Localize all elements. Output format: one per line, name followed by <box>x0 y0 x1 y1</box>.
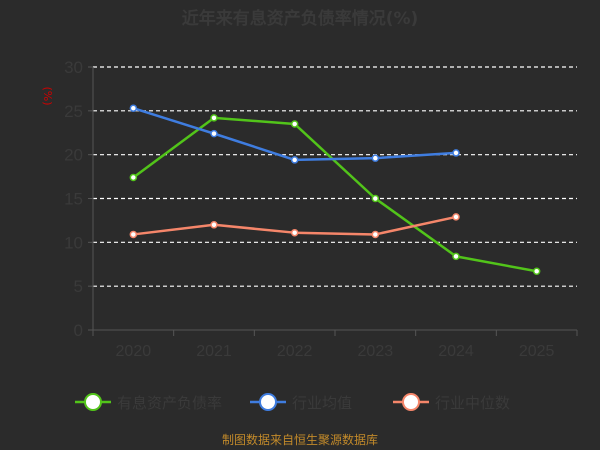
data-point <box>210 114 218 122</box>
y-tick-label: 30 <box>64 58 83 77</box>
series-1 <box>129 104 460 164</box>
y-tick-label: 5 <box>74 277 83 296</box>
x-tick-label: 2022 <box>277 343 313 360</box>
series-0 <box>129 114 541 276</box>
legend-label: 行业均值 <box>292 394 352 412</box>
y-tick-label: 20 <box>64 146 83 165</box>
data-point <box>210 129 218 138</box>
chart-title: 近年来有息资产负债率情况(%) <box>182 8 419 29</box>
data-point <box>452 149 460 157</box>
y-tick-label: 0 <box>74 321 83 340</box>
legend-marker <box>402 393 420 411</box>
data-point <box>129 104 138 112</box>
y-tick-label: 10 <box>64 233 83 252</box>
x-tick-label: 2020 <box>116 343 152 360</box>
legend: 有息资产负债率 行业均值 行业中位数 <box>75 393 510 412</box>
legend-label: 有息资产负债率 <box>117 394 222 412</box>
series-2 <box>129 213 460 239</box>
data-point <box>532 267 541 276</box>
data-point <box>129 173 138 182</box>
legend-item-0: 有息资产负债率 <box>75 393 222 412</box>
grid-lines <box>93 66 577 287</box>
legend-marker <box>259 393 277 411</box>
legend-item-1: 行业均值 <box>250 393 352 412</box>
y-tick-label: 15 <box>64 190 83 209</box>
y-axis-unit: (%) <box>41 86 54 105</box>
data-source-note: 制图数据来自恒生聚源数据库 <box>222 432 378 447</box>
series-lines <box>129 104 541 276</box>
data-point <box>290 228 299 237</box>
x-tick-label: 2025 <box>519 343 555 360</box>
series-line <box>132 107 457 162</box>
data-point <box>371 154 380 162</box>
data-point <box>290 120 299 128</box>
x-tick-label: 2024 <box>438 343 474 360</box>
data-point <box>290 156 299 164</box>
y-tick-label: 25 <box>64 102 83 121</box>
data-point <box>452 252 460 261</box>
x-tick-label: 2023 <box>358 343 394 360</box>
y-axis-ticks: 0 5 10 15 20 25 30 <box>64 58 93 340</box>
x-tick-label: 2021 <box>196 343 232 360</box>
data-point <box>452 213 460 221</box>
data-point <box>210 221 218 229</box>
data-point <box>371 230 380 239</box>
data-point <box>371 194 380 203</box>
legend-item-2: 行业中位数 <box>393 393 510 412</box>
legend-label: 行业中位数 <box>435 394 510 412</box>
series-line <box>132 116 537 273</box>
x-axis-ticks: 2020 2021 2022 2023 2024 2025 <box>92 330 578 360</box>
data-point <box>129 230 138 239</box>
legend-marker <box>84 393 102 411</box>
